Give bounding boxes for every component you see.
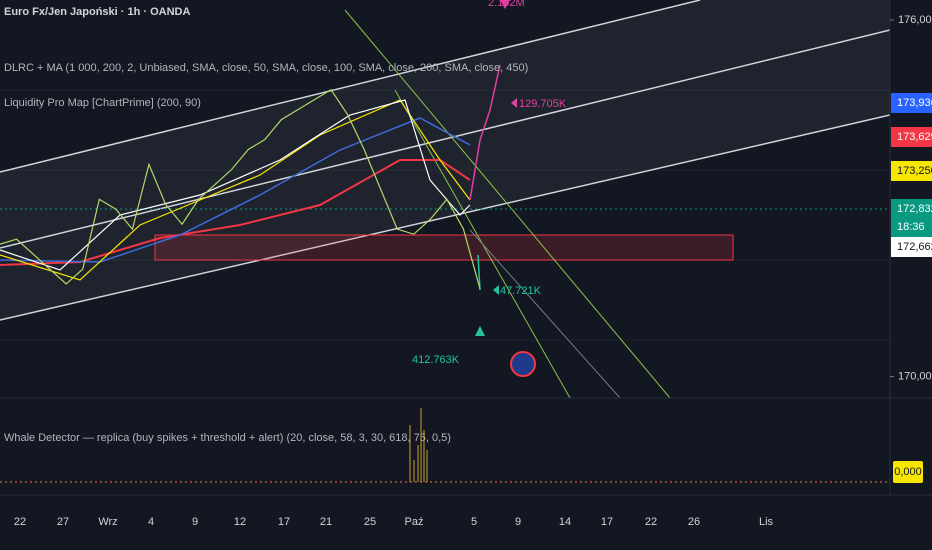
trend-line: [469, 229, 621, 399]
time-tick-label: 21: [320, 516, 332, 528]
value-badge: [893, 461, 923, 483]
time-tick-label: 26: [688, 516, 700, 528]
time-tick-label: 22: [645, 516, 657, 528]
price-badge: [891, 199, 932, 219]
marker: [500, 0, 510, 9]
price-badge-label: 172,662: [897, 241, 932, 253]
marker: [493, 285, 499, 295]
time-tick-label: 17: [601, 516, 613, 528]
time-tick-label: Lis: [759, 516, 774, 528]
time-tick-label: 25: [364, 516, 376, 528]
time-tick-label: 9: [192, 516, 198, 528]
whale-value: 0,000: [894, 466, 922, 478]
ma-200: [0, 159, 471, 266]
ma-50: [0, 99, 471, 281]
indicator-legend: DLRC + MA (1 000, 200, 2, Unbiased, SMA,…: [4, 62, 528, 74]
time-tick-label: Paź: [405, 516, 424, 528]
liquidity-zone: [154, 234, 734, 261]
price-badge: [891, 217, 932, 237]
time-tick-label: 27: [57, 516, 69, 528]
indicator-legend: Whale Detector — replica (buy spikes + t…: [4, 432, 451, 444]
marker: [511, 98, 517, 108]
price-badge-label: 173,629: [897, 131, 932, 143]
price-badge: [891, 237, 932, 257]
annotation: 129.705K: [519, 98, 567, 110]
time-tick-label: 14: [559, 516, 571, 528]
trend-line: [344, 9, 671, 399]
annotation: 47.721K: [500, 285, 542, 297]
indicator-legend: Liquidity Pro Map [ChartPrime] (200, 90): [4, 97, 201, 109]
time-tick-label: 17: [278, 516, 290, 528]
time-tick-label: 12: [234, 516, 246, 528]
price-badge: [891, 161, 932, 181]
time-tick-label: 22: [14, 516, 26, 528]
liquidity-line: [469, 64, 501, 201]
alert-icon[interactable]: [510, 351, 536, 377]
symbol-title: Euro Fx/Jen Japoński · 1h · OANDA: [4, 6, 190, 18]
channel-lower: [0, 114, 891, 321]
price-badge: [891, 127, 932, 147]
price-tick-label: 176,000: [898, 14, 932, 26]
price-line-series: [0, 88, 481, 290]
time-tick-label: 5: [471, 516, 477, 528]
annotation: 2.162M: [488, 0, 525, 9]
time-tick-label: 4: [148, 516, 154, 528]
annotation: 412.763K: [412, 354, 460, 366]
time-tick-label: 9: [515, 516, 521, 528]
price-tick-label: 170,000: [898, 371, 932, 383]
marker: [475, 326, 485, 336]
price-badge-label: 172,832: [897, 203, 932, 215]
channel-fill: [0, 0, 890, 320]
time-tick-label: Wrz: [98, 516, 117, 528]
price-badge-label: 173,250: [897, 165, 932, 177]
ma-fast: [0, 99, 471, 271]
whale-spikes: [409, 408, 428, 482]
price-badge-label: 18:36: [897, 221, 925, 233]
channel-upper: [0, 0, 701, 173]
price-badge: [891, 93, 932, 113]
price-badge-label: 173,936: [897, 97, 932, 109]
channel-middle: [0, 29, 891, 249]
liquidity-line: [477, 254, 481, 291]
